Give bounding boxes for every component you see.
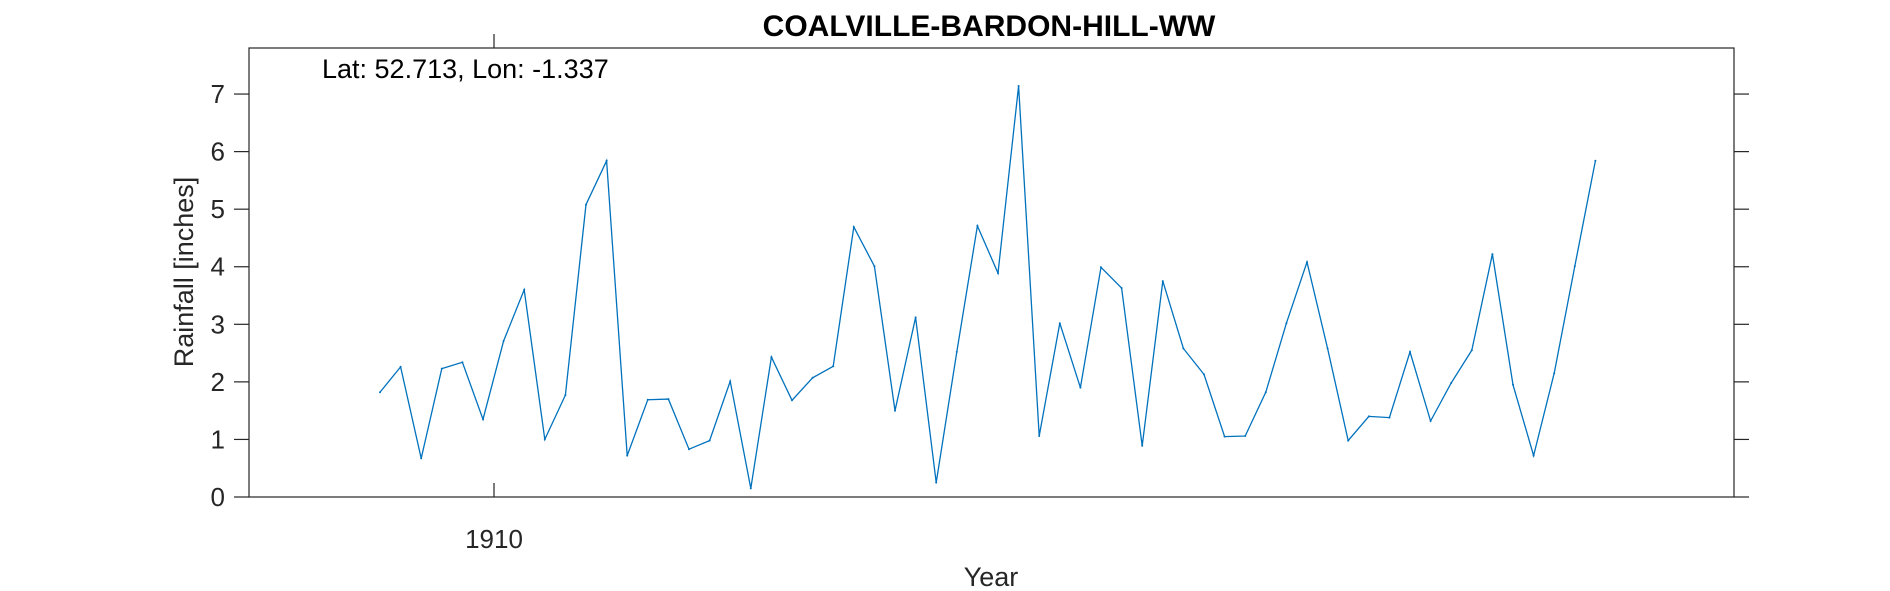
- data-point-54: [1491, 253, 1494, 256]
- data-point-16: [708, 439, 711, 442]
- data-point-22: [832, 365, 835, 368]
- data-point-33: [1058, 322, 1061, 325]
- y-tick-label-3: 3: [211, 309, 225, 339]
- data-point-59: [1594, 159, 1597, 162]
- y-tick-label-7: 7: [211, 79, 225, 109]
- data-point-30: [997, 272, 999, 275]
- data-point-43: [1264, 391, 1267, 394]
- data-point-18: [749, 487, 752, 490]
- data-point-34: [1079, 386, 1082, 389]
- data-point-51: [1429, 420, 1432, 422]
- data-point-5: [482, 418, 484, 421]
- data-point-4: [461, 361, 464, 364]
- data-point-6: [502, 340, 505, 342]
- data-point-19: [770, 356, 773, 359]
- data-point-37: [1141, 444, 1144, 447]
- data-point-56: [1532, 454, 1535, 457]
- data-point-45: [1306, 261, 1308, 264]
- data-point-24: [873, 265, 876, 268]
- y-axis: 0 1 2 3 4 5 6 7: [211, 79, 1749, 512]
- data-point-8: [543, 438, 546, 441]
- x-axis-label: Year: [964, 562, 1019, 591]
- x-tick-label-0: 1910: [465, 524, 523, 554]
- location-annotation: Lat: 52.713, Lon: -1.337: [322, 54, 609, 84]
- data-point-0: [379, 391, 381, 394]
- rainfall-points: [379, 85, 1597, 490]
- data-point-38: [1161, 280, 1164, 283]
- data-point-17: [729, 380, 732, 383]
- data-point-50: [1409, 350, 1411, 353]
- rainfall-series-line: [379, 85, 1597, 489]
- data-point-52: [1450, 382, 1453, 384]
- data-point-47: [1347, 439, 1350, 442]
- data-point-13: [646, 398, 649, 401]
- data-point-53: [1470, 349, 1473, 352]
- data-point-20: [791, 399, 793, 402]
- data-point-26: [914, 316, 917, 319]
- y-tick-label-6: 6: [211, 137, 225, 167]
- data-point-21: [811, 376, 814, 379]
- data-point-44: [1285, 322, 1288, 325]
- data-point-35: [1100, 266, 1102, 269]
- data-point-27: [935, 481, 938, 484]
- data-point-58: [1573, 265, 1576, 268]
- data-point-25: [894, 409, 896, 412]
- data-point-14: [667, 398, 670, 401]
- data-point-1: [399, 365, 402, 368]
- data-point-32: [1038, 435, 1041, 437]
- x-axis: 1910: [465, 34, 523, 554]
- data-point-7: [523, 288, 526, 291]
- data-point-31: [1017, 85, 1020, 87]
- data-point-12: [626, 454, 629, 457]
- data-point-57: [1553, 372, 1556, 375]
- data-point-36: [1120, 287, 1123, 289]
- data-point-40: [1203, 373, 1205, 376]
- data-point-46: [1326, 347, 1329, 350]
- data-point-41: [1223, 435, 1226, 438]
- data-point-42: [1244, 435, 1247, 437]
- y-tick-label-0: 0: [211, 482, 225, 512]
- chart-title: COALVILLE-BARDON-HILL-WW: [763, 10, 1216, 43]
- data-point-29: [976, 224, 979, 227]
- data-point-10: [585, 203, 587, 206]
- data-point-2: [420, 457, 423, 460]
- data-point-15: [688, 448, 690, 451]
- plot-frame: [248, 47, 1735, 498]
- y-tick-label-2: 2: [211, 367, 225, 397]
- data-point-49: [1388, 416, 1391, 419]
- data-point-3: [440, 367, 443, 370]
- y-axis-label: Rainfall [inches]: [169, 177, 199, 368]
- y-tick-label-4: 4: [211, 252, 225, 282]
- data-point-48: [1367, 415, 1370, 418]
- data-point-9: [564, 394, 567, 397]
- data-point-28: [955, 350, 958, 353]
- y-tick-label-1: 1: [211, 424, 225, 454]
- data-point-11: [605, 159, 608, 162]
- data-point-39: [1182, 347, 1185, 350]
- y-tick-label-5: 5: [211, 194, 225, 224]
- data-point-23: [852, 226, 855, 228]
- data-point-55: [1512, 383, 1514, 386]
